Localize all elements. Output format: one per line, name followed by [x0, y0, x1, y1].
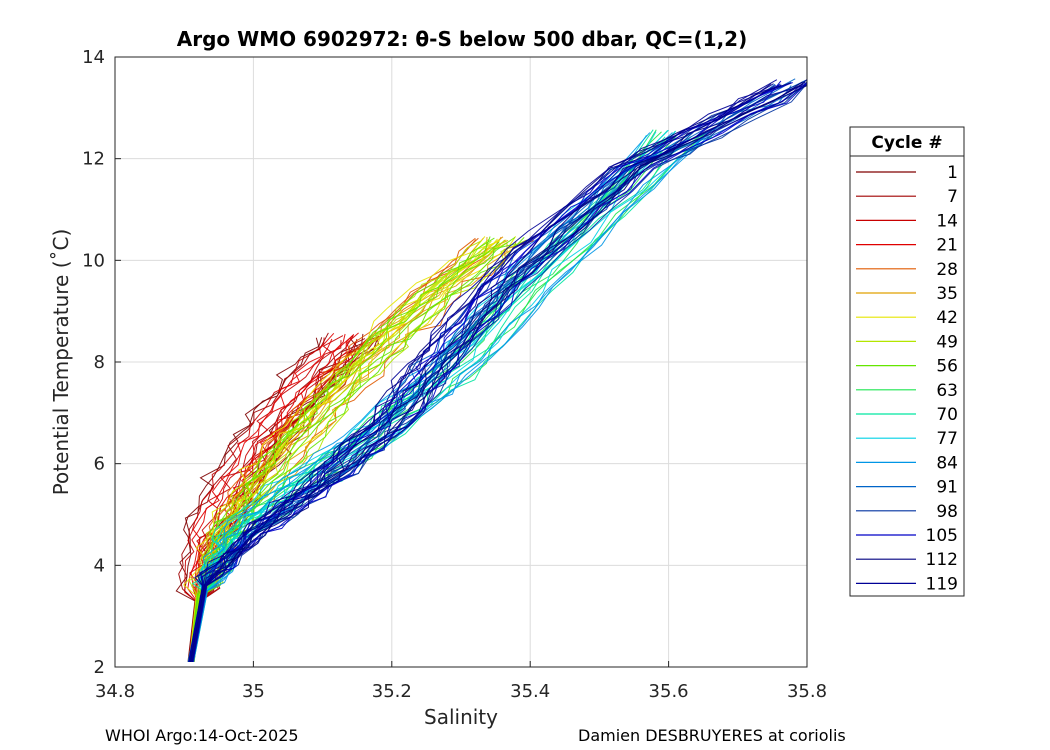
x-tick-label: 35.2 — [372, 681, 412, 702]
profile-trace-line — [191, 84, 808, 662]
x-tick-label: 35.4 — [510, 681, 550, 702]
y-tick-labels: 2 4 6 8 10 12 14 — [82, 47, 105, 678]
y-tick-label: 12 — [82, 149, 105, 170]
y-axis-label: Potential Temperature (˚C) — [49, 229, 73, 496]
legend-label: 28 — [936, 260, 958, 280]
legend-label: 14 — [936, 211, 958, 231]
y-tick-label: 4 — [94, 555, 105, 576]
legend-label: 98 — [936, 502, 958, 522]
y-tick-label: 8 — [94, 352, 105, 373]
legend-label: 1 — [947, 163, 958, 183]
y-tick-label: 14 — [82, 47, 105, 68]
legend-label: 91 — [936, 478, 958, 498]
profile-trace-line — [183, 236, 486, 662]
profile-trace-line — [188, 84, 776, 662]
legend-label: 63 — [936, 381, 958, 401]
profile-trace-line — [192, 79, 808, 662]
legend-title: Cycle # — [871, 133, 942, 153]
legend-label: 42 — [936, 308, 958, 328]
legend-label: 119 — [926, 574, 958, 594]
plot-area: 34.8 35 35.2 35.4 35.6 35.8 2 4 6 8 10 12 14 — [82, 47, 827, 702]
chart-title: Argo WMO 6902972: θ-S below 500 dbar, QC… — [177, 27, 747, 51]
x-tick-labels: 34.8 35 35.2 35.4 35.6 35.8 — [95, 681, 827, 702]
legend-label: 21 — [936, 236, 958, 256]
legend-label: 105 — [926, 526, 958, 546]
legend-label: 77 — [936, 429, 958, 449]
x-tick-label: 35.8 — [787, 681, 827, 702]
legend-box — [849, 126, 965, 597]
y-tick-label: 10 — [82, 250, 105, 271]
profile-trace-line — [192, 136, 705, 662]
x-axis-label: Salinity — [424, 705, 498, 729]
profile-trace-line — [188, 85, 782, 662]
profile-trace-line — [193, 237, 525, 662]
profile-trace-line — [188, 83, 774, 662]
profile-trace-line — [189, 82, 791, 662]
y-tick-label: 6 — [94, 454, 105, 475]
legend-label: 84 — [936, 453, 958, 473]
trace-lines — [175, 78, 808, 662]
legend-label: 49 — [936, 332, 958, 352]
legend-label: 112 — [926, 550, 958, 570]
legend-label: 35 — [936, 284, 958, 304]
legend-label: 7 — [947, 187, 958, 207]
legend: Cycle # 17142128354249566370778491981051… — [849, 126, 965, 597]
profile-trace-line — [189, 84, 780, 662]
legend-entries: 1 7 14 21 28 35 42 49 56 63 70 77 84 91 98 105 112 119 — [856, 163, 958, 594]
footer-left: WHOI Argo:14-Oct-2025 — [105, 726, 299, 745]
x-tick-label: 35.6 — [649, 681, 689, 702]
legend-label: 56 — [936, 357, 958, 377]
legend-label: 70 — [936, 405, 958, 425]
profile-trace-line — [191, 85, 808, 662]
footer-right: Damien DESBRUYERES at coriolis — [578, 726, 846, 745]
plot-frame — [114, 56, 808, 668]
profile-trace-line — [188, 240, 482, 662]
y-tick-label: 2 — [94, 657, 105, 678]
x-tick-label: 35 — [242, 681, 265, 702]
x-tick-label: 34.8 — [95, 681, 135, 702]
profile-trace-line — [188, 79, 778, 662]
